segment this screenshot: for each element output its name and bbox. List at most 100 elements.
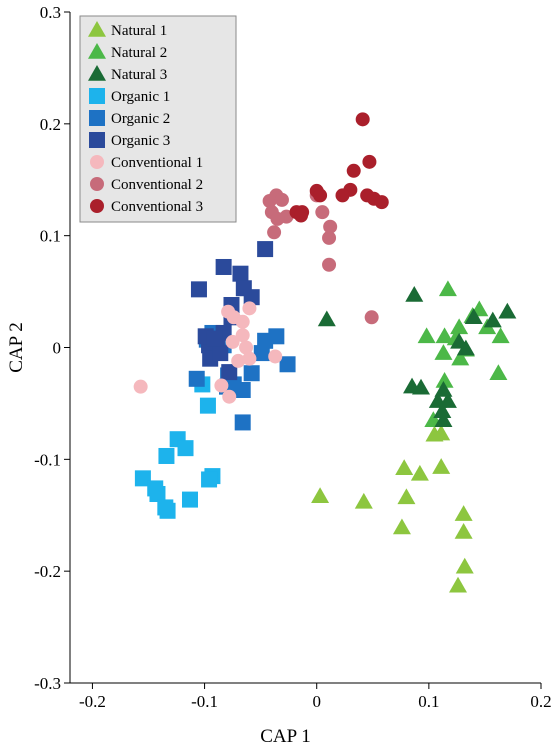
legend-label-natural-3: Natural 3 (111, 67, 167, 83)
point-organic-2 (253, 345, 270, 362)
series-natural-1 (311, 424, 474, 593)
series-organic-3 (190, 241, 274, 381)
point-conventional-2 (323, 219, 338, 234)
legend-box (79, 15, 237, 223)
point-natural-1 (449, 576, 468, 593)
legend-label-conventional-2: Conventional 2 (111, 177, 203, 193)
point-natural-3 (412, 378, 431, 395)
point-organic-1 (201, 471, 218, 488)
point-organic-2 (279, 356, 296, 373)
point-conventional-2 (274, 192, 289, 207)
point-natural-1 (425, 425, 444, 442)
point-organic-3 (243, 289, 260, 306)
series-natural-3 (317, 285, 517, 427)
y-tick-label: 0.1 (40, 227, 61, 246)
point-natural-3 (483, 311, 502, 328)
x-axis-title: CAP 1 (260, 726, 311, 747)
point-organic-2 (268, 328, 285, 345)
point-natural-2 (435, 372, 454, 388)
point-conventional-1 (222, 389, 237, 404)
point-conventional-3 (313, 188, 328, 203)
x-tick-label: 0.2 (530, 692, 551, 711)
legend-label-organic-3: Organic 3 (111, 133, 170, 149)
legend-marker-natural-1 (88, 21, 106, 37)
series-conventional-1 (133, 301, 283, 404)
y-tick-label: -0.3 (34, 674, 61, 693)
point-natural-2 (434, 344, 453, 360)
point-conventional-1 (231, 353, 246, 368)
point-natural-1 (395, 459, 414, 476)
point-natural-2 (450, 318, 469, 335)
point-conventional-1 (242, 301, 257, 316)
legend-marker-organic-1 (89, 88, 105, 104)
point-natural-1 (455, 557, 474, 574)
point-conventional-3 (374, 195, 389, 210)
series-conventional-2 (262, 188, 379, 325)
point-organic-1 (177, 440, 194, 457)
point-conventional-3 (362, 154, 377, 169)
point-natural-2 (491, 327, 510, 344)
point-natural-1 (410, 464, 429, 481)
point-organic-2 (243, 365, 260, 382)
point-conventional-3 (335, 188, 350, 203)
y-tick-label: 0.3 (40, 3, 61, 22)
point-natural-3 (434, 411, 453, 427)
x-tick-label: 0 (312, 692, 321, 711)
point-conventional-1 (268, 349, 283, 364)
data-points (133, 112, 517, 593)
y-tick-label: -0.2 (34, 562, 61, 581)
legend-label-organic-2: Organic 2 (111, 111, 170, 127)
y-tick-label: 0.2 (40, 115, 61, 134)
point-conventional-1 (235, 314, 250, 329)
point-natural-3 (317, 310, 336, 327)
legend-marker-conventional-2 (90, 177, 104, 191)
point-natural-1 (454, 523, 473, 539)
point-organic-1 (134, 470, 151, 487)
y-axis-title: CAP 2 (6, 322, 27, 373)
x-tick-label: -0.2 (79, 692, 106, 711)
point-conventional-2 (267, 225, 282, 240)
point-conventional-2 (364, 310, 379, 325)
legend-marker-organic-3 (89, 132, 105, 148)
legend-label-natural-2: Natural 2 (111, 45, 167, 61)
point-organic-2 (234, 381, 251, 398)
legend-label-natural-1: Natural 1 (111, 23, 167, 39)
point-conventional-1 (214, 378, 229, 393)
point-natural-3 (464, 308, 483, 325)
point-conventional-1 (235, 328, 250, 343)
legend-label-conventional-1: Conventional 1 (111, 155, 203, 171)
point-conventional-3 (294, 208, 309, 223)
point-organic-1 (159, 502, 176, 519)
point-conventional-2 (315, 205, 330, 220)
x-axis-ticks: -0.2 -0.1 0 0.1 0.2 (79, 683, 552, 711)
legend-marker-conventional-1 (90, 155, 104, 169)
point-natural-1 (392, 518, 411, 535)
point-natural-1 (354, 492, 373, 509)
x-tick-label: 0.1 (418, 692, 439, 711)
point-natural-2 (489, 364, 508, 380)
point-organic-2 (234, 414, 251, 431)
legend-marker-natural-3 (88, 65, 106, 81)
legend-marker-organic-2 (89, 110, 105, 126)
y-tick-label: -0.1 (34, 450, 61, 469)
point-organic-2 (188, 370, 205, 387)
point-natural-3 (433, 402, 452, 418)
point-organic-3 (232, 265, 249, 282)
point-conventional-1 (242, 351, 257, 366)
point-conventional-1 (225, 334, 240, 349)
legend-marker-conventional-3 (90, 199, 104, 213)
point-conventional-3 (355, 112, 370, 127)
point-conventional-3 (346, 163, 361, 178)
y-axis-ticks: -0.3 -0.2 -0.1 0 0.1 0.2 0.3 (34, 3, 70, 693)
series-organic-1 (134, 376, 221, 519)
point-natural-2 (417, 327, 436, 344)
x-tick-label: -0.1 (191, 692, 218, 711)
point-natural-1 (311, 487, 330, 503)
point-natural-2 (451, 349, 470, 366)
point-natural-1 (432, 458, 451, 474)
series-conventional-3 (289, 112, 389, 223)
point-natural-2 (438, 280, 457, 297)
y-tick-label: 0 (53, 339, 62, 358)
point-natural-1 (454, 505, 473, 521)
